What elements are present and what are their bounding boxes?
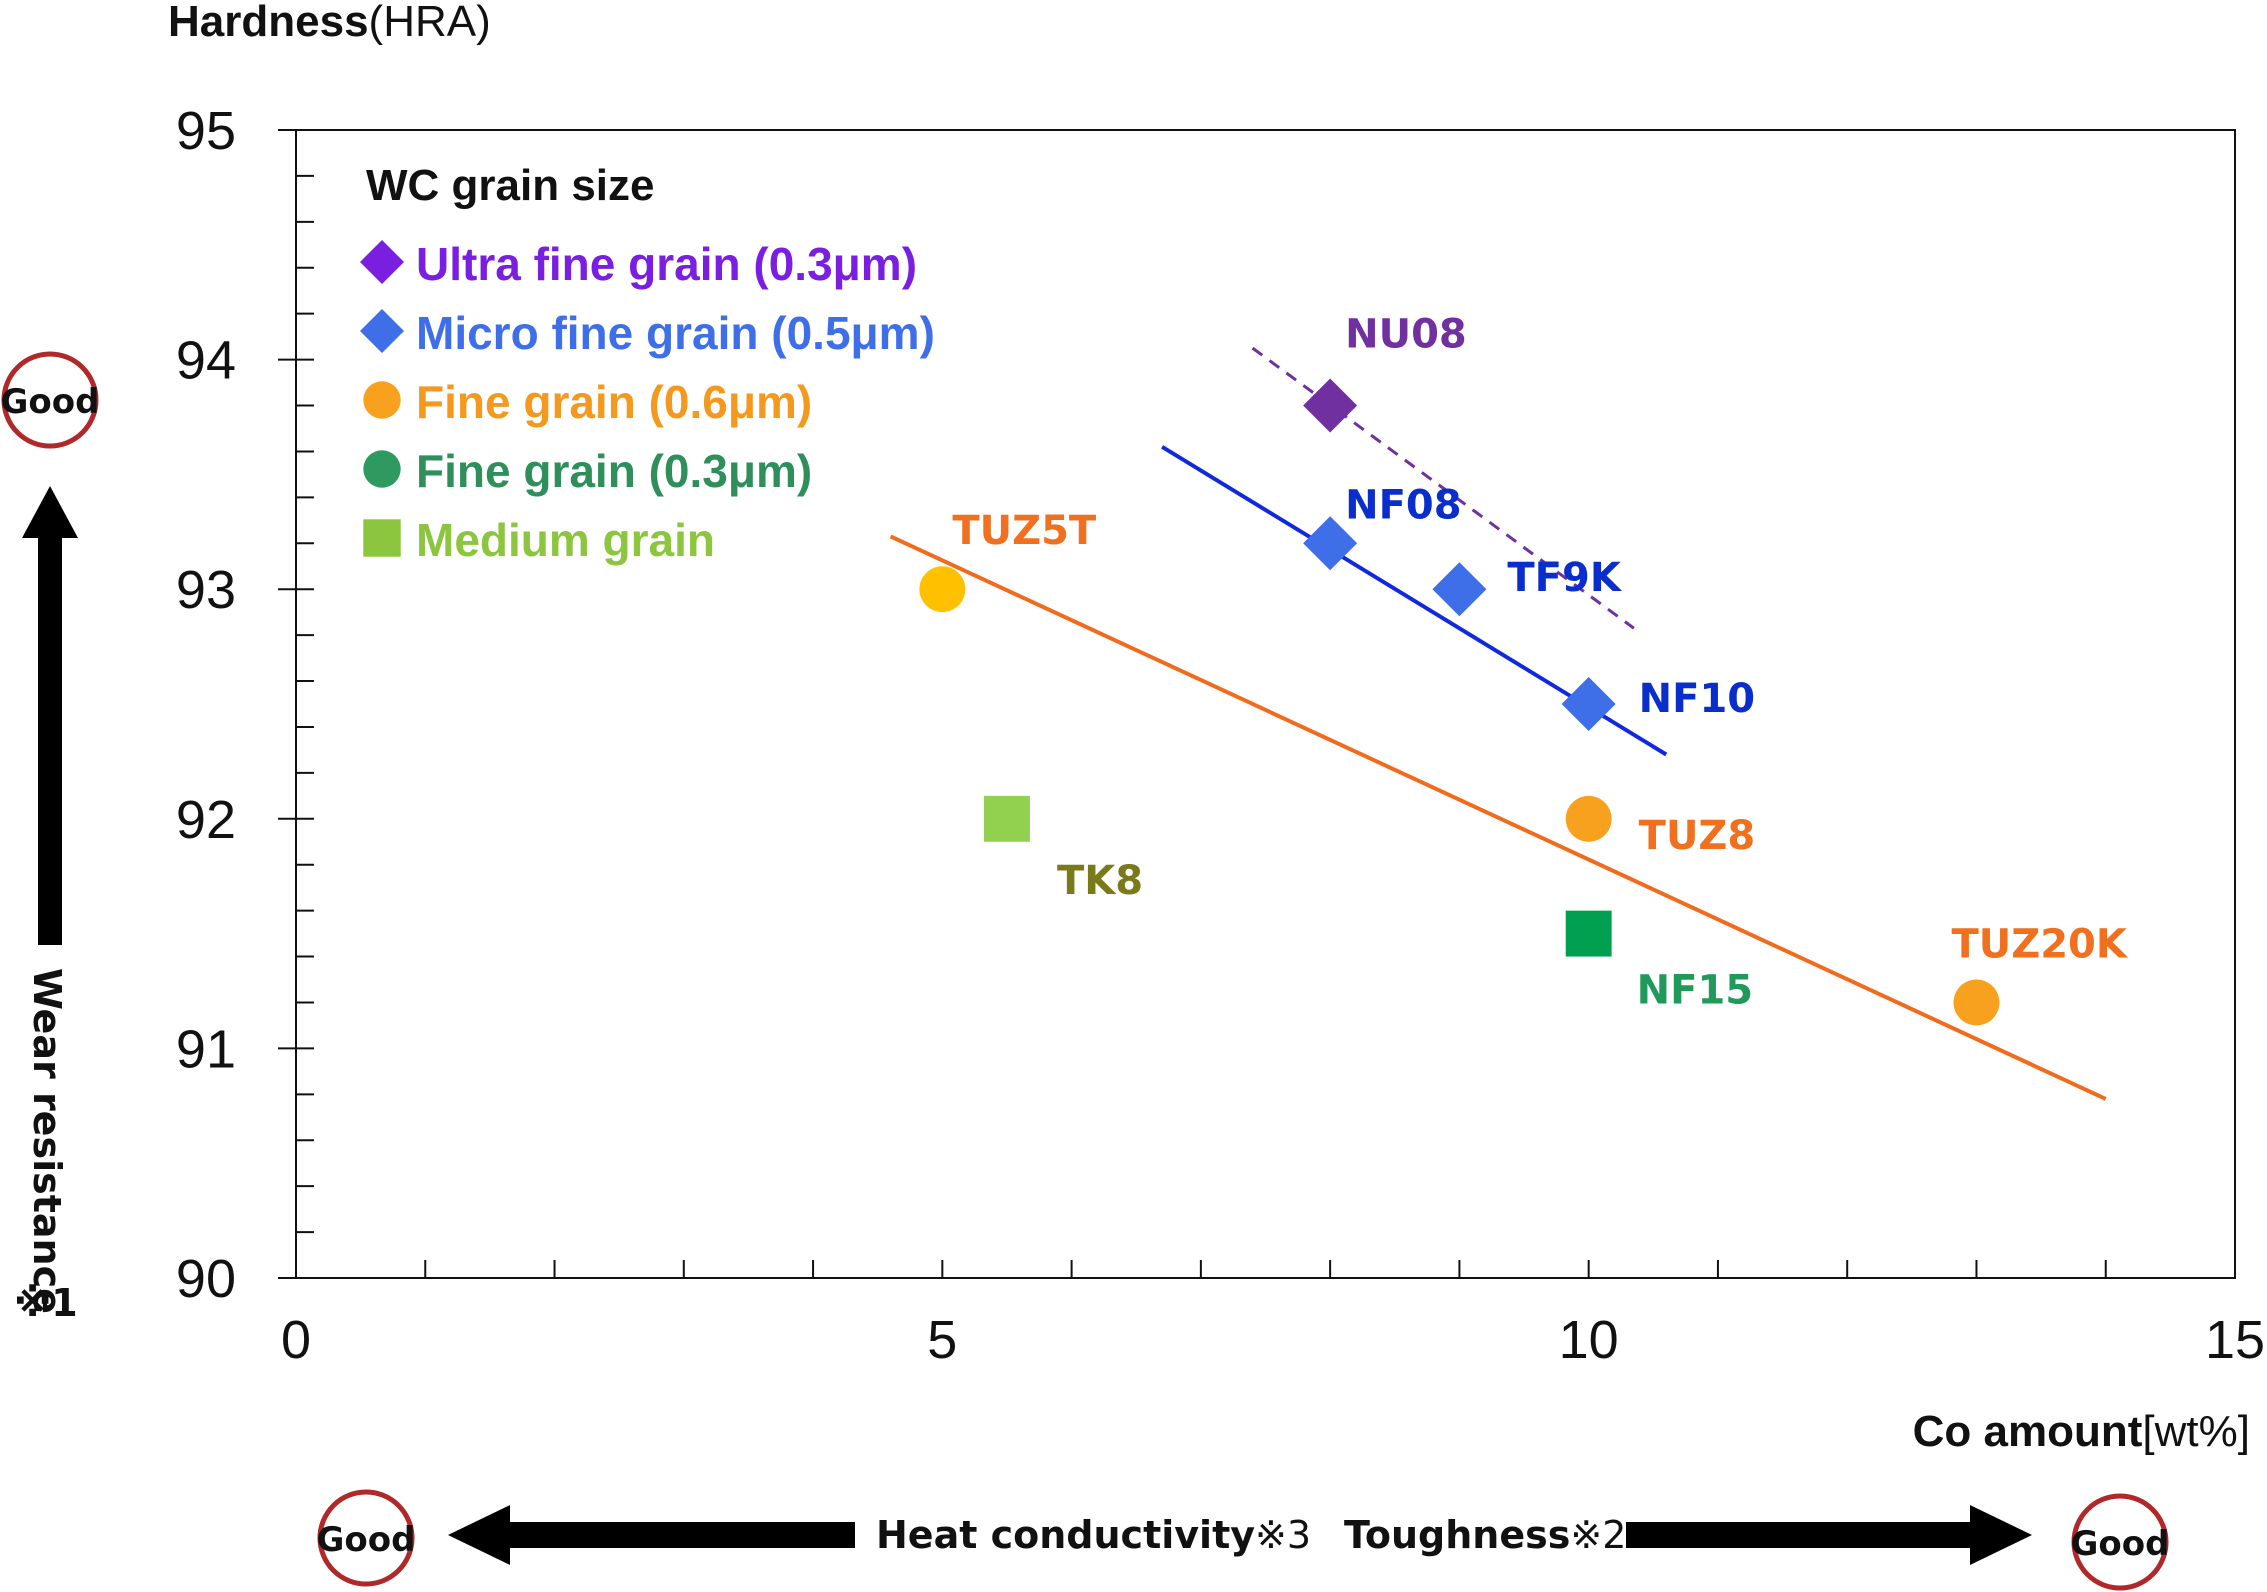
y-axis-title: Hardness(HRA): [168, 0, 491, 46]
heat-note: ※3: [1255, 1513, 1311, 1557]
point-label: TUZ8: [1639, 813, 1756, 859]
y-tick-label: 93: [176, 560, 236, 620]
legend-entry-name: Micro fine grain: [416, 307, 771, 359]
circle-marker: [1565, 795, 1612, 842]
point-label: NF08: [1345, 482, 1461, 528]
good-label-right: Good: [2071, 1524, 2170, 1564]
trend-line: [889, 534, 2107, 1101]
square-marker: [984, 795, 1030, 842]
wear-resistance-label: Wear resistance: [25, 968, 69, 1314]
y-axis-unit: (HRA): [369, 0, 491, 46]
circle-marker: [919, 566, 966, 613]
y-tick-label: 94: [176, 331, 236, 391]
right-arrow-icon: [1626, 1505, 2032, 1565]
axis-ticks: 90 91 92 93 94 95 0 5 10 15: [176, 101, 2265, 1370]
legend-entry-name: Medium grain: [416, 514, 715, 566]
point-label: TUZ5T: [952, 508, 1097, 554]
diamond-marker: [1561, 677, 1616, 731]
circle-marker: [1953, 979, 2000, 1026]
x-tick-label: 5: [927, 1310, 957, 1370]
plot-frame: [295, 129, 2236, 1279]
diamond-marker: [1432, 562, 1487, 617]
toughness-note: ※2: [1570, 1513, 1626, 1557]
legend-entry-size: (0.3μm): [649, 445, 813, 497]
point-label: TF9K: [1507, 555, 1622, 601]
point-label: TK8: [1057, 858, 1143, 904]
legend-entry-label: Fine grain (0.6μm): [416, 376, 812, 428]
legend-entry-label: Micro fine grain (0.5μm): [416, 307, 935, 359]
diamond-marker: [360, 309, 404, 353]
good-badge-right: [2071, 1493, 2169, 1591]
y-tick-label: 95: [176, 101, 236, 161]
good-badge-top: [1, 351, 99, 449]
legend-entry-label: Fine grain (0.3μm): [416, 445, 812, 497]
diamond-marker: [360, 240, 404, 284]
square-marker: [363, 519, 401, 557]
bottom-indicators: Good Heat conductivity※3 Toughness※2 Goo…: [317, 1489, 2170, 1591]
x-tick-label: 0: [281, 1310, 311, 1370]
heat-conductivity-label: Heat conductivity※3: [876, 1513, 1311, 1557]
up-arrow-icon: [22, 486, 78, 945]
x-tick-label: 15: [2205, 1310, 2265, 1370]
legend-title: WC grain size: [366, 161, 655, 210]
good-badge-left: [317, 1489, 415, 1587]
legend: WC grain size Ultra fine grain (0.3μm) Mic…: [360, 161, 935, 566]
diamond-marker: [1303, 378, 1358, 433]
point-label: TUZ20K: [1951, 921, 2128, 967]
x-axis-unit: [wt%]: [2142, 1407, 2250, 1456]
legend-entry-name: Ultra fine grain: [416, 238, 753, 290]
legend-entry-name: Fine grain: [416, 376, 649, 428]
diamond-marker: [1303, 516, 1358, 571]
square-marker: [1565, 910, 1612, 957]
legend-entry-size: (0.6μm): [649, 376, 813, 428]
good-label-top: Good: [1, 382, 100, 422]
toughness-text: Toughness: [1344, 1513, 1570, 1557]
legend-entry-size: (0.3μm): [753, 238, 917, 290]
left-arrow-icon: [448, 1505, 855, 1565]
legend-entry-name: Fine grain: [416, 445, 649, 497]
legend-entry-label: Medium grain: [416, 514, 715, 566]
good-label-left: Good: [317, 1520, 416, 1560]
x-axis-label: Co amount: [1913, 1407, 2143, 1456]
y-tick-label: 90: [176, 1249, 236, 1309]
point-label: NF10: [1639, 676, 1755, 722]
legend-entry-label: Ultra fine grain (0.3μm): [416, 238, 917, 290]
data-point-labels: NU08 NF08 TF9K NF10 TUZ5T TUZ8 TUZ20K TK8 NF15: [952, 312, 2129, 1014]
y-axis-label: Hardness: [168, 0, 369, 46]
trend-line: [1251, 346, 1635, 630]
point-label: NF15: [1637, 968, 1753, 1014]
trend-lines: [889, 346, 2107, 1101]
circle-marker: [363, 450, 401, 488]
toughness-label: Toughness※2: [1344, 1513, 1626, 1557]
wear-resistance-indicator: Good Wear resistance ※1: [1, 351, 100, 1325]
wear-note: ※1: [14, 1281, 77, 1325]
data-points: [919, 378, 2000, 1026]
y-tick-label: 91: [176, 1019, 236, 1079]
point-label: NU08: [1345, 312, 1467, 358]
y-tick-label: 92: [176, 790, 236, 850]
x-axis-title: Co amount[wt%]: [1913, 1407, 2250, 1456]
legend-entry-size: (0.5μm): [771, 307, 935, 359]
heat-conductivity-text: Heat conductivity: [876, 1513, 1255, 1557]
circle-marker: [363, 381, 401, 419]
x-tick-label: 10: [1559, 1310, 1619, 1370]
